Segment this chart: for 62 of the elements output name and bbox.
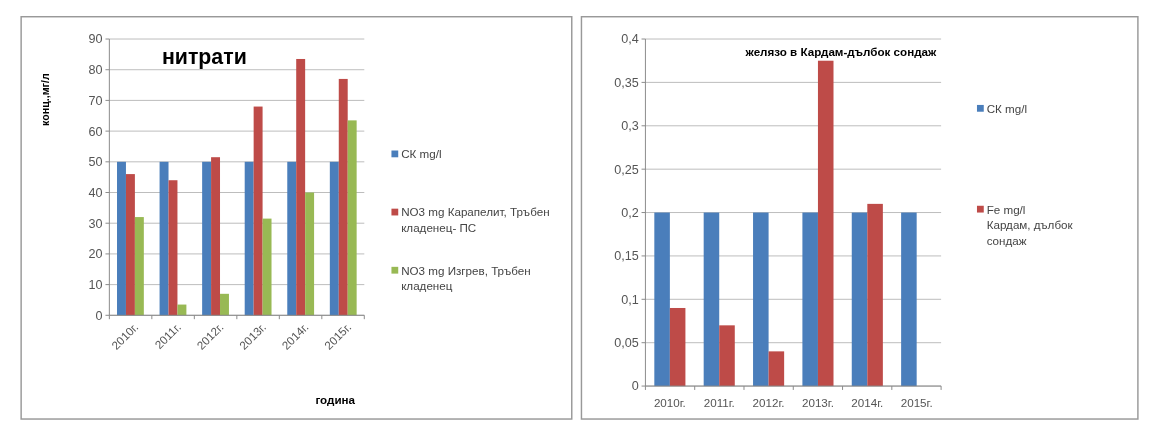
y-tick-label: 0,1 — [621, 292, 639, 307]
bar — [117, 161, 126, 316]
bar — [703, 212, 720, 387]
y-tick-label: 0 — [95, 308, 103, 323]
y-tick-label: 10 — [88, 278, 103, 293]
x-tick-label: 2015г. — [900, 396, 933, 410]
bar — [202, 161, 212, 316]
bar — [211, 157, 221, 316]
legend-label: СК mg/l — [401, 147, 442, 161]
y-tick-label: 20 — [88, 247, 103, 262]
bar — [901, 212, 917, 387]
chart-title: нитрати — [161, 45, 247, 70]
bar — [867, 203, 883, 387]
bar — [253, 106, 263, 316]
bar — [262, 218, 272, 316]
bar — [817, 60, 834, 387]
legend-label: СК mg/l — [986, 101, 1028, 115]
bar — [654, 212, 670, 387]
bar — [669, 307, 686, 387]
bar — [177, 304, 187, 316]
bar — [296, 58, 306, 316]
bar — [305, 192, 315, 316]
y-tick-label: 0,15 — [614, 249, 639, 264]
legend-label: NO3 mg Карапелит, Тръбен кладенец- ПС — [401, 205, 550, 234]
x-axis-title: година — [315, 392, 356, 406]
bar — [134, 217, 144, 316]
bar — [753, 212, 769, 387]
y-tick-label: 80 — [88, 63, 103, 78]
bar — [287, 161, 297, 316]
bar — [338, 78, 348, 316]
text: желязо в Кардам-дълбок сондаж — [744, 45, 938, 59]
y-tick-label: 30 — [88, 216, 103, 231]
bar — [347, 120, 357, 316]
legend-label: NO3 mg Изгрев, Тръбен кладенец — [401, 263, 531, 293]
y-tick-label: 60 — [88, 124, 103, 139]
x-tick-label: 2013г. — [801, 396, 834, 410]
x-tick-label: 2010г. — [653, 396, 686, 410]
legend-label: Fe mg/l Кардам, дълбок сондаж — [986, 202, 1074, 247]
y-tick-label: 40 — [88, 185, 103, 200]
bar — [851, 212, 868, 387]
y-tick-label: 0 — [631, 379, 639, 394]
y-tick-label: 0,2 — [621, 205, 639, 220]
bar — [159, 161, 169, 316]
bar — [768, 351, 785, 387]
y-tick-label: 90 — [88, 32, 103, 47]
bar — [802, 212, 818, 387]
x-tick-label: 2012г. — [752, 396, 785, 410]
bar — [220, 293, 229, 316]
y-tick-label: 0,35 — [614, 75, 639, 90]
x-tick-label: 2011г. — [703, 396, 735, 410]
bar — [719, 325, 735, 387]
y-tick-label: 70 — [88, 93, 103, 108]
y-tick-label: 0,05 — [614, 336, 639, 351]
y-tick-label: 0,3 — [621, 119, 639, 134]
y-axis-title: конц.,мг/л — [39, 73, 52, 126]
y-tick-label: 0,4 — [621, 32, 639, 47]
x-tick-label: 2014г. — [851, 396, 884, 410]
bar — [244, 161, 254, 316]
bar — [329, 161, 339, 316]
y-tick-label: 0,25 — [614, 162, 639, 177]
bar — [125, 174, 135, 316]
y-tick-label: 50 — [88, 155, 103, 170]
